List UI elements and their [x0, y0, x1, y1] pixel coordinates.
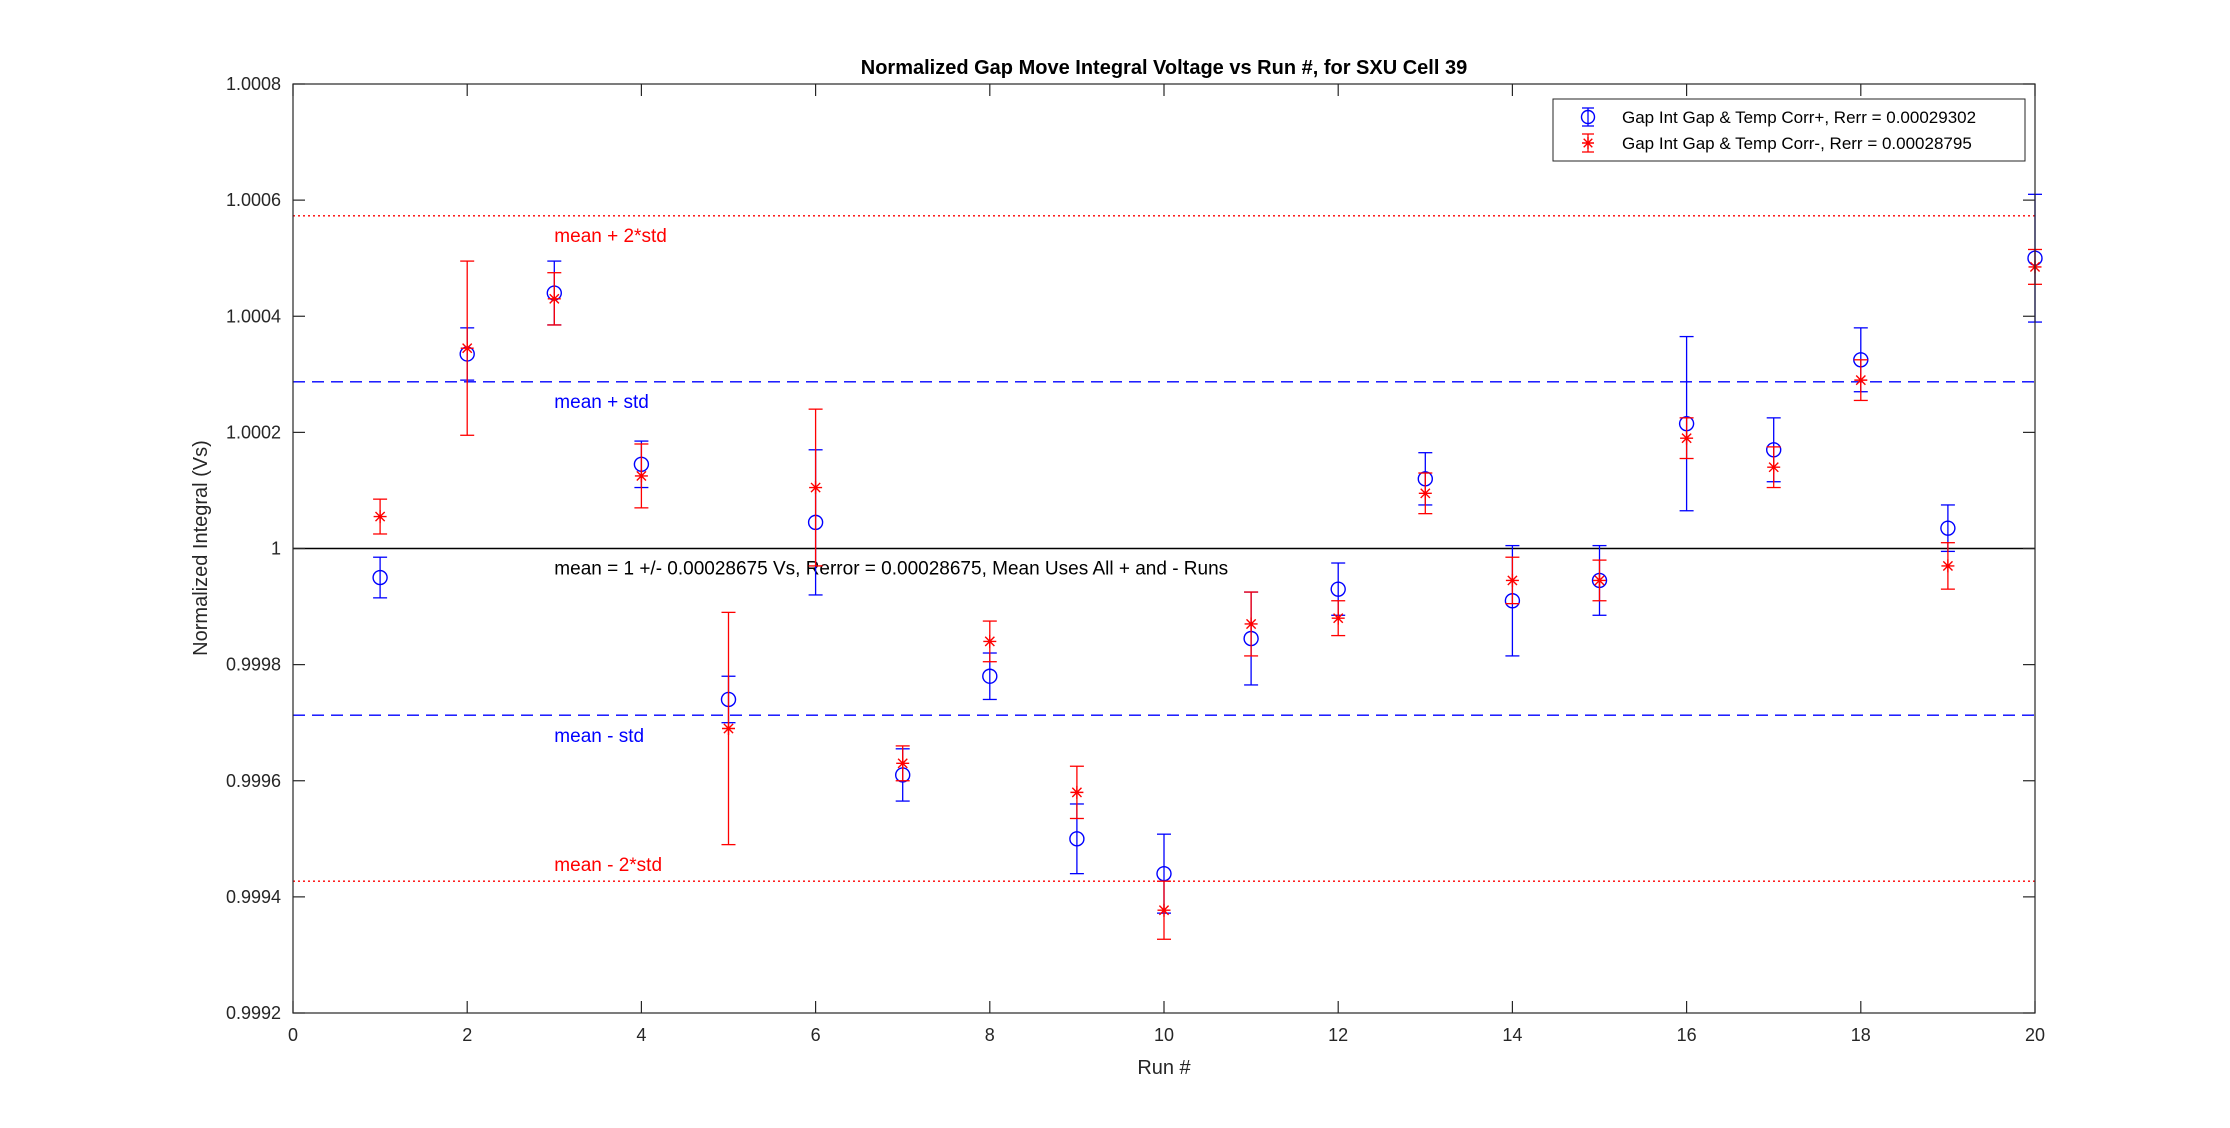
data-point — [722, 721, 735, 735]
x-tick-label: 4 — [636, 1025, 646, 1045]
y-tick-label: 0.9992 — [226, 1003, 281, 1023]
series-2 — [373, 248, 2042, 940]
data-point — [1330, 581, 1346, 597]
data-point — [1157, 903, 1171, 917]
y-tick-label: 1.0002 — [226, 422, 281, 442]
data-point — [372, 569, 388, 586]
data-point — [1069, 831, 1085, 847]
x-axis-ticks: 0 2 4 6 8 10 12 14 16 18 20 — [288, 84, 2045, 1045]
data-point — [373, 510, 387, 524]
y-tick-label: 1.0006 — [226, 190, 281, 210]
legend-label: Gap Int Gap & Temp Corr+, Rerr = 0.00029… — [1622, 108, 1976, 127]
data-point — [1505, 573, 1519, 587]
data-point — [1940, 520, 1956, 536]
legend-marker — [1582, 137, 1594, 149]
data-point — [896, 756, 910, 770]
x-tick-label: 12 — [1328, 1025, 1348, 1045]
data-point — [1941, 559, 1955, 573]
data-point — [982, 668, 998, 684]
y-tick-label: 1.0008 — [226, 74, 281, 94]
data-point — [1854, 373, 1868, 387]
reference-line-labels: mean + 2*std mean + std mean = 1 +/- 0.000… — [554, 226, 1228, 876]
legend-marker — [1580, 109, 1596, 125]
x-tick-label: 2 — [462, 1025, 472, 1045]
x-axis-label: Run # — [1137, 1057, 1191, 1079]
data-point — [1593, 573, 1606, 587]
data-point — [1767, 460, 1781, 474]
reference-line-label: mean - std — [554, 726, 644, 747]
data-series — [372, 193, 2043, 940]
y-tick-label: 1 — [271, 539, 281, 559]
y-tick-label: 0.9996 — [226, 771, 281, 791]
data-point — [547, 292, 561, 306]
x-tick-label: 16 — [1677, 1025, 1697, 1045]
legend-label: Gap Int Gap & Temp Corr-, Rerr = 0.00028… — [1622, 134, 1972, 153]
x-tick-label: 0 — [288, 1025, 298, 1045]
legend: Gap Int Gap & Temp Corr+, Rerr = 0.00029… — [1552, 98, 2026, 162]
y-tick-label: 0.9994 — [226, 887, 281, 907]
x-tick-label: 6 — [811, 1025, 821, 1045]
chart-title: Normalized Gap Move Integral Voltage vs … — [861, 57, 1467, 79]
reference-line-label: mean = 1 +/- 0.00028675 Vs, Rerror = 0.0… — [554, 559, 1228, 580]
data-point — [460, 341, 474, 355]
legend-box — [1552, 98, 2026, 162]
reference-line-label: mean - 2*std — [554, 855, 662, 876]
x-tick-label: 10 — [1154, 1025, 1174, 1045]
data-point — [983, 634, 997, 648]
data-point — [1331, 611, 1345, 625]
x-tick-label: 14 — [1502, 1025, 1522, 1045]
data-point — [809, 481, 823, 495]
data-point — [634, 469, 648, 483]
x-tick-label: 18 — [1851, 1025, 1871, 1045]
data-point — [1070, 785, 1084, 799]
reference-line-label: mean + std — [554, 392, 649, 413]
data-point — [1244, 617, 1258, 631]
y-axis-ticks: 0.9992 0.9994 0.9996 0.9998 1 1.0002 1.0004 1.0… — [226, 74, 2035, 1023]
x-tick-label: 20 — [2025, 1025, 2045, 1045]
y-tick-label: 0.9998 — [226, 655, 281, 675]
x-tick-label: 8 — [985, 1025, 995, 1045]
data-point — [1418, 486, 1432, 500]
y-tick-label: 1.0004 — [226, 306, 281, 326]
y-axis-label: Normalized Integral (Vs) — [190, 440, 212, 656]
data-point — [1680, 431, 1694, 445]
reference-line-label: mean + 2*std — [554, 226, 667, 247]
